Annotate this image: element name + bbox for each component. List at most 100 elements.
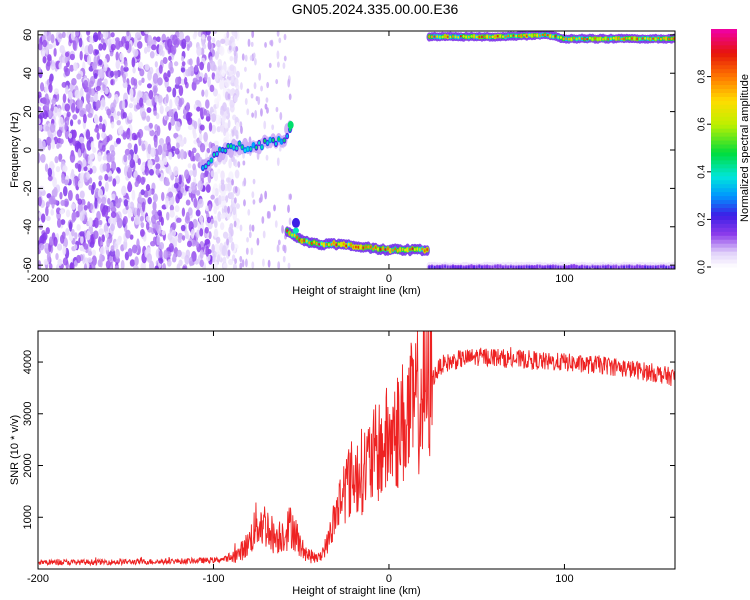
bottom-edge-line-core [567, 266, 570, 269]
noise-cell [220, 38, 226, 45]
colorbar-segment [711, 159, 737, 165]
lower-line-core [423, 249, 426, 253]
noise-cell [133, 152, 138, 163]
noise-cell [178, 98, 183, 108]
noise-cell [195, 241, 199, 248]
noise-cell [82, 158, 87, 168]
colorbar-segment [711, 167, 737, 173]
noise-cell [113, 70, 119, 76]
noise-cell [61, 176, 66, 184]
noise-cell [181, 61, 186, 67]
noise-cell [85, 129, 91, 140]
colorbar-segment [711, 163, 737, 169]
top-edge-line-core [591, 37, 594, 41]
top-edge-line-core [549, 34, 552, 38]
lower-line-core [345, 244, 348, 248]
lower-line-core [323, 243, 326, 247]
noise-cell [244, 54, 248, 62]
noise-cell [65, 227, 70, 236]
noise-cell [229, 55, 234, 62]
noise-cell [106, 152, 112, 163]
noise-cell [245, 258, 248, 268]
top-edge-line-core [551, 35, 555, 38]
noise-cell [94, 197, 98, 209]
top-edge-line-core [491, 35, 494, 39]
bottom-edge-line-core [644, 265, 647, 269]
top-edge-line-core [644, 37, 647, 40]
noise-cell [141, 201, 146, 212]
noise-cell [156, 234, 161, 246]
noise-cell [258, 72, 262, 81]
noise-cell [140, 222, 145, 229]
bottom-edge-line-core [612, 265, 615, 269]
colorbar-segment [711, 44, 737, 50]
bottom-edge-line-core [667, 266, 670, 269]
noise-cell [203, 131, 208, 143]
top-edge-line-core [499, 34, 502, 38]
noise-cell [172, 87, 177, 98]
noise-cell [64, 67, 71, 77]
noise-cell [72, 129, 77, 139]
top-edge-line-core [562, 37, 565, 41]
top-edge-line-core [433, 35, 436, 38]
noise-cell [46, 61, 51, 67]
noise-cell [97, 31, 102, 41]
top-edge-line-core [586, 37, 589, 41]
noise-cell [181, 235, 186, 241]
noise-cell [85, 92, 91, 103]
noise-cell [44, 243, 50, 249]
noise-cell [58, 33, 64, 39]
top-edge-line-core [465, 35, 468, 39]
top-edge-line-core [454, 35, 457, 39]
noise-cell [177, 237, 182, 244]
noise-cell [158, 258, 164, 264]
noise-cell [226, 107, 230, 115]
lower-line-core [377, 247, 380, 251]
noise-cell [144, 31, 150, 35]
noise-cell [277, 61, 280, 68]
noise-cell [44, 83, 49, 94]
noise-cell [79, 190, 85, 199]
noise-cell [60, 219, 66, 225]
noise-cell [234, 78, 239, 87]
noise-cell [154, 155, 160, 163]
snr-ytick-label: 4000 [22, 350, 34, 374]
noise-cell [45, 215, 51, 222]
noise-cell [61, 81, 67, 88]
noise-cell [90, 88, 95, 97]
noise-cell [210, 194, 215, 200]
noise-cell [199, 61, 204, 71]
noise-cell [56, 142, 60, 149]
noise-cell [155, 163, 161, 170]
colorbar-segment [711, 100, 737, 105]
noise-cell [147, 70, 152, 81]
noise-cell [168, 243, 174, 252]
noise-cell [224, 91, 229, 101]
noise-cell [57, 258, 63, 266]
noise-cell [239, 255, 243, 263]
noise-cell [232, 263, 237, 269]
spectrogram-xtick-label: -100 [202, 273, 224, 285]
noise-cell [120, 259, 125, 269]
top-edge-line-core [525, 34, 528, 38]
noise-cell [101, 131, 107, 139]
noise-cell [95, 85, 101, 92]
noise-cell [108, 174, 113, 182]
noise-cell [159, 242, 165, 250]
noise-cell [223, 122, 229, 129]
noise-cell [140, 229, 145, 237]
bottom-edge-line-core [604, 265, 607, 269]
noise-cell [68, 221, 73, 232]
noise-cell [161, 230, 166, 236]
colorbar-segment [711, 32, 737, 38]
colorbar-segment [711, 60, 737, 66]
noise-cell [239, 224, 243, 232]
bottom-edge-line-core [475, 265, 478, 269]
noise-cell [86, 257, 93, 263]
noise-cell [133, 143, 138, 155]
noise-cell [196, 229, 201, 239]
noise-cell [246, 88, 250, 94]
noise-cell [44, 102, 50, 111]
noise-cell [152, 193, 158, 203]
noise-cell [222, 102, 227, 112]
